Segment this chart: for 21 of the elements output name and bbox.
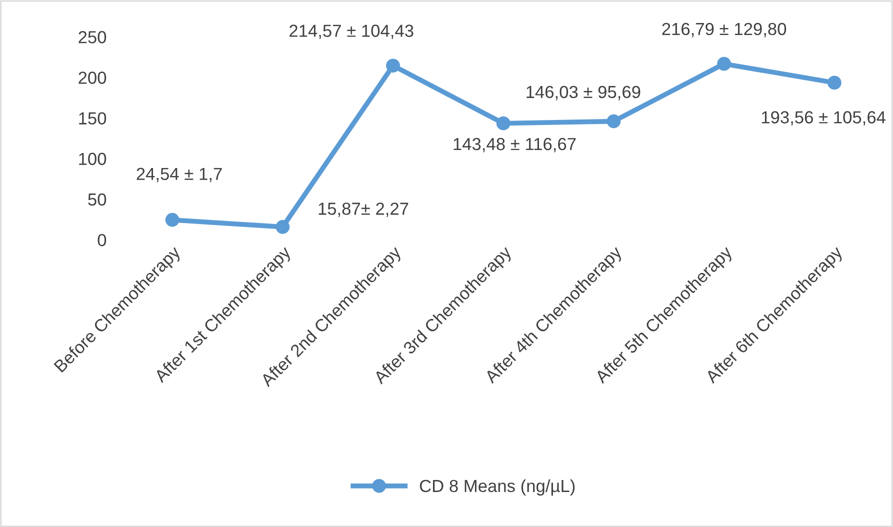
data-label: 15,87± 2,27 [318,202,408,217]
y-tick-label: 250 [78,31,106,44]
data-label: 24,54 ± 1,7 [136,168,222,182]
point [386,58,400,73]
legend-label: CD 8 Means (ng/µL) [420,479,575,496]
y-tick-label: 50 [88,193,106,206]
y-tick-label: 200 [78,72,106,84]
point [496,116,510,130]
y-tick-label: 0 [98,234,106,246]
point [717,56,732,71]
point [827,76,842,90]
point [165,212,180,227]
y-tick-label: 150 [79,112,106,125]
data-label: 214,57 ± 104,43 [290,24,414,40]
data-label: 216,79 ± 129,80 [662,22,786,38]
point [606,114,621,128]
data-label: 193,56 ± 105,64 [762,111,886,126]
point [276,220,290,234]
data-label: 143,48 ± 116,67 [454,138,576,152]
y-tick-label: 100 [79,152,106,166]
data-label: 146,03 ± 95,69 [526,86,640,100]
